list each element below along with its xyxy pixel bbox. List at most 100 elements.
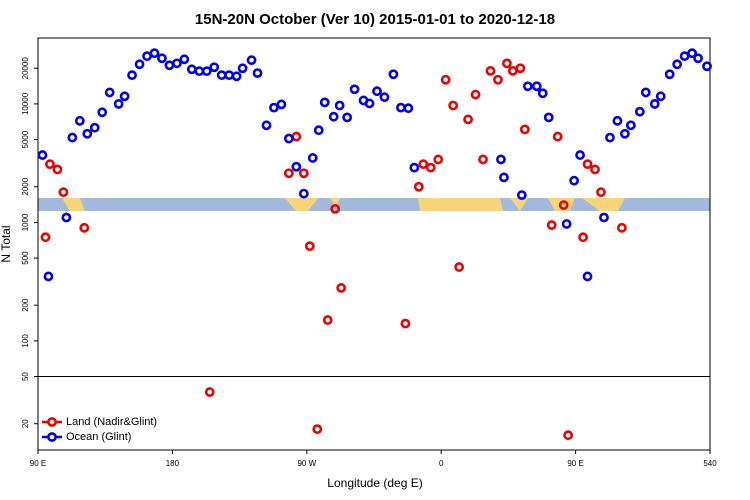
legend-label: Ocean (Glint) bbox=[66, 431, 131, 443]
point bbox=[157, 53, 167, 64]
point bbox=[52, 164, 63, 175]
point bbox=[634, 106, 645, 117]
point bbox=[546, 220, 557, 230]
point bbox=[113, 99, 124, 109]
point bbox=[97, 107, 108, 118]
point bbox=[209, 62, 220, 73]
point bbox=[246, 55, 257, 66]
point bbox=[204, 387, 215, 397]
point bbox=[276, 99, 287, 110]
point bbox=[37, 150, 48, 160]
point bbox=[616, 222, 627, 233]
point bbox=[58, 187, 69, 198]
point bbox=[485, 65, 496, 76]
point bbox=[40, 232, 51, 243]
point bbox=[558, 200, 569, 210]
point bbox=[400, 318, 411, 329]
point bbox=[664, 69, 675, 80]
point bbox=[655, 91, 666, 102]
point bbox=[440, 74, 451, 85]
point bbox=[590, 164, 600, 175]
point bbox=[425, 162, 436, 173]
point bbox=[499, 172, 509, 183]
point bbox=[463, 114, 473, 125]
point bbox=[79, 222, 90, 233]
point bbox=[298, 168, 309, 179]
y-tick-label: 500 bbox=[21, 251, 30, 265]
point bbox=[304, 241, 315, 252]
legend-marker bbox=[47, 432, 57, 442]
point bbox=[269, 102, 279, 113]
point bbox=[364, 98, 375, 109]
point bbox=[45, 159, 55, 170]
point bbox=[283, 168, 294, 179]
point bbox=[516, 190, 527, 200]
y-tick-label: 5000 bbox=[21, 130, 30, 148]
y-tick-label: 200 bbox=[21, 298, 30, 312]
point bbox=[493, 74, 503, 85]
marks bbox=[37, 48, 712, 441]
point bbox=[552, 131, 563, 142]
point bbox=[619, 128, 630, 139]
point bbox=[625, 120, 636, 131]
point bbox=[454, 262, 465, 272]
chart-title: 15N-20N October (Ver 10) 2015-01-01 to 2… bbox=[195, 11, 555, 28]
point bbox=[575, 150, 585, 160]
point bbox=[537, 88, 548, 99]
point bbox=[179, 54, 190, 65]
point bbox=[582, 159, 593, 170]
point bbox=[171, 58, 182, 69]
point bbox=[312, 424, 323, 435]
point bbox=[531, 81, 542, 92]
point bbox=[231, 71, 242, 82]
point bbox=[372, 86, 382, 97]
y-tick-label: 20000 bbox=[21, 57, 30, 80]
point bbox=[693, 53, 703, 64]
point bbox=[519, 124, 530, 135]
point bbox=[640, 87, 651, 98]
point bbox=[470, 89, 481, 100]
point bbox=[74, 115, 85, 126]
x-tick-label: 180 bbox=[166, 459, 180, 468]
point bbox=[448, 100, 459, 111]
point bbox=[599, 212, 609, 223]
point bbox=[319, 97, 330, 108]
y-tick-label: 10000 bbox=[21, 92, 30, 115]
point bbox=[127, 70, 137, 81]
plot-frame bbox=[37, 37, 711, 451]
y-tick-label: 20 bbox=[21, 419, 30, 428]
point bbox=[403, 103, 414, 114]
x-tick-label: 0 bbox=[439, 459, 444, 468]
y-axis-label: N Total bbox=[0, 225, 13, 262]
point bbox=[291, 161, 302, 172]
point bbox=[413, 181, 424, 192]
point bbox=[515, 63, 526, 74]
point bbox=[702, 61, 712, 72]
point bbox=[134, 59, 145, 70]
x-tick-label: 540 bbox=[703, 459, 717, 468]
point bbox=[543, 112, 554, 123]
point bbox=[43, 271, 54, 282]
point bbox=[330, 204, 341, 214]
x-tick-label: 90 E bbox=[567, 459, 583, 468]
point bbox=[561, 219, 572, 229]
point bbox=[252, 68, 263, 79]
point bbox=[612, 115, 623, 126]
point bbox=[672, 59, 683, 70]
point bbox=[322, 315, 333, 325]
y-tick-label: 1000 bbox=[21, 213, 30, 231]
point bbox=[149, 48, 160, 59]
legend-label: Land (Nadir&Glint) bbox=[66, 416, 157, 428]
point bbox=[328, 111, 339, 122]
point bbox=[307, 153, 318, 163]
x-tick-label: 90 E bbox=[30, 459, 46, 468]
point bbox=[61, 212, 72, 223]
point bbox=[119, 91, 130, 102]
x-axis-label: Longitude (deg E) bbox=[327, 476, 422, 490]
x-tick-label: 90 W bbox=[297, 459, 316, 468]
point bbox=[433, 154, 444, 165]
point bbox=[349, 84, 360, 95]
point bbox=[478, 154, 488, 165]
